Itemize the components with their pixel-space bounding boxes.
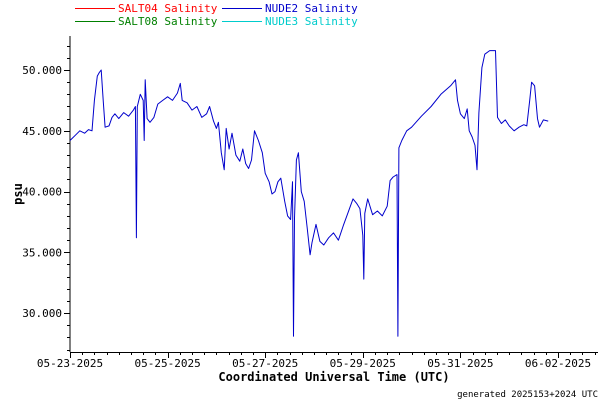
legend: SALT04 Salinity NUDE2 Salinity SALT08 Sali… <box>75 2 358 28</box>
series-layer <box>69 50 549 337</box>
legend-label: NUDE3 Salinity <box>265 15 358 28</box>
y-tick-label: 45.000 <box>22 125 62 138</box>
generated-timestamp: generated 2025153+2024 UTC <box>457 390 598 400</box>
y-tick-label: 35.000 <box>22 246 62 259</box>
x-tick-label: 05-25-2025 <box>134 357 200 370</box>
x-tick-label: 05-27-2025 <box>232 357 298 370</box>
x-tick-label: 05-31-2025 <box>427 357 493 370</box>
y-axis: 30.000 35.000 40.000 45.000 50.000 <box>22 36 71 352</box>
y-axis-title: psu <box>11 183 25 205</box>
x-tick-label: 05-23-2025 <box>37 357 103 370</box>
x-axis-title: Coordinated Universal Time (UTC) <box>218 370 449 384</box>
legend-label: SALT04 Salinity <box>118 2 218 15</box>
legend-label: SALT08 Salinity <box>118 15 218 28</box>
series-line-nude2-salinity <box>69 50 549 337</box>
y-tick-label: 40.000 <box>22 186 62 199</box>
x-axis: 05-23-2025 05-25-2025 05-27-2025 05-29-2025… <box>37 352 598 370</box>
x-tick-label: 05-29-2025 <box>330 357 396 370</box>
x-tick-label: 06-02-2025 <box>525 357 591 370</box>
y-tick-label: 50.000 <box>22 64 62 77</box>
legend-label: NUDE2 Salinity <box>265 2 358 15</box>
y-tick-label: 30.000 <box>22 307 62 320</box>
